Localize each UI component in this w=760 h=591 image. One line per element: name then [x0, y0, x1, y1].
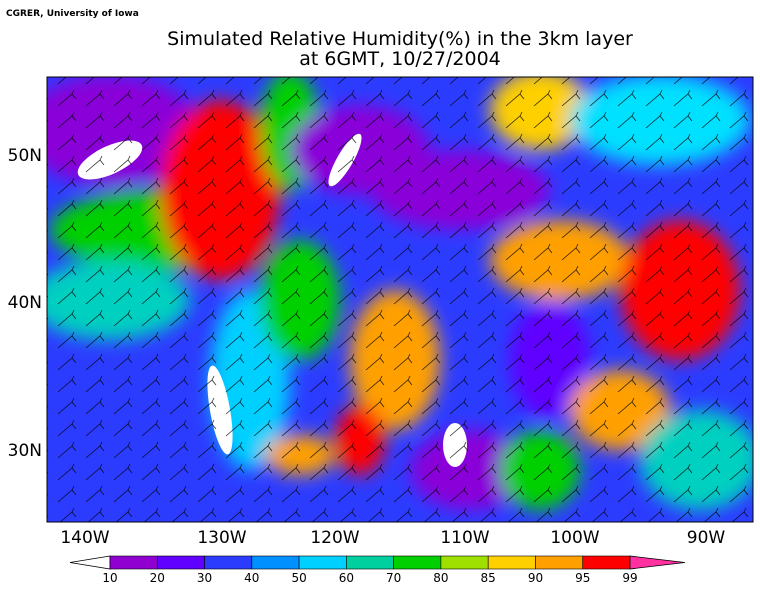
- colorbar-label: 20: [150, 571, 165, 585]
- title-line: Simulated Relative Humidity(%) in the 3k…: [167, 28, 633, 50]
- colorbar-label: 99: [622, 571, 637, 585]
- colorbar-segment: [440, 555, 489, 570]
- colorbar-label: 10: [102, 571, 117, 585]
- lat-label: 50N: [8, 146, 42, 166]
- colorbar-label: 40: [244, 571, 259, 585]
- colorbar-label: 80: [433, 571, 448, 585]
- colorbar-under: [69, 555, 111, 570]
- colorbar-segment: [487, 555, 536, 570]
- lat-label: 30N: [8, 441, 42, 461]
- colorbar-segment: [204, 555, 253, 570]
- colorbar-label: 30: [197, 571, 212, 585]
- longitude-labels: 140W 130W 120W 110W 100W 90W: [60, 528, 725, 548]
- colorbar-label: 70: [386, 571, 401, 585]
- lat-label: 40N: [8, 293, 42, 313]
- humidity-field: [47, 77, 753, 522]
- colorbar-segment: [109, 555, 158, 570]
- colorbar-segment: [582, 555, 631, 570]
- colorbar-label: 50: [291, 571, 306, 585]
- title-line: at 6GMT, 10/27/2004: [299, 48, 501, 70]
- lon-label: 110W: [440, 528, 489, 548]
- colorbar-segment: [346, 555, 394, 570]
- colorbar-label: 95: [575, 571, 590, 585]
- lon-label: 130W: [197, 528, 246, 548]
- lon-label: 90W: [687, 528, 726, 548]
- colorbar-label: 60: [339, 571, 354, 585]
- latitude-labels: 50N 40N 30N: [8, 146, 42, 461]
- credit: CGRER, University of Iowa: [6, 9, 139, 19]
- colorbar-label: 85: [481, 571, 496, 585]
- lon-label: 100W: [550, 528, 599, 548]
- lon-label: 120W: [310, 528, 359, 548]
- colorbar-segment: [156, 555, 205, 570]
- lon-label: 140W: [60, 528, 109, 548]
- colorbar-label: 90: [528, 571, 543, 585]
- colorbar: 10 20 30 40 50 60 70 80 85 90 95 99: [69, 555, 686, 585]
- colorbar-segment: [298, 555, 347, 570]
- colorbar-segment: [393, 555, 442, 570]
- colorbar-over: [629, 555, 686, 570]
- colorbar-segment: [251, 555, 300, 570]
- colorbar-segment: [535, 555, 584, 570]
